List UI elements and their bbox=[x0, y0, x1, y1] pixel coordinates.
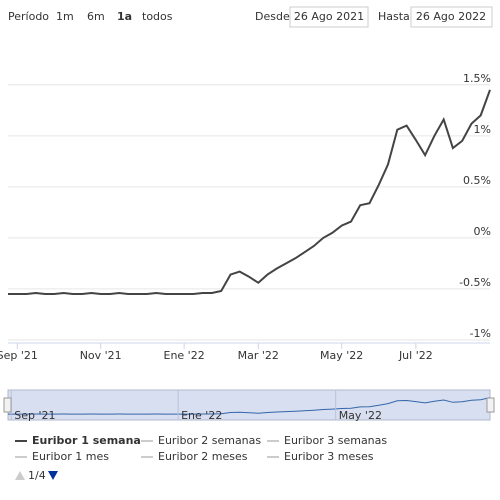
legend-up[interactable] bbox=[15, 471, 25, 480]
y-tick-label: -0.5% bbox=[459, 276, 491, 289]
x-tick-label: Sep '21 bbox=[0, 349, 38, 362]
navigator-tick-label: May '22 bbox=[339, 409, 382, 422]
legend-pager: 1/4 bbox=[28, 469, 46, 482]
range-button[interactable]: todos bbox=[142, 10, 173, 23]
to-label: Hasta bbox=[378, 10, 410, 23]
from-label: Desde bbox=[255, 10, 290, 23]
legend-item[interactable]: Euribor 2 meses bbox=[158, 450, 248, 463]
legend-item[interactable]: Euribor 3 meses bbox=[284, 450, 374, 463]
y-tick-label: -1% bbox=[470, 327, 491, 340]
x-tick-label: Jul '22 bbox=[398, 349, 433, 362]
x-tick-label: Ene '22 bbox=[164, 349, 205, 362]
series-line bbox=[8, 89, 491, 295]
x-tick-label: May '22 bbox=[320, 349, 363, 362]
navigator-bg bbox=[7, 389, 491, 421]
legend-item[interactable]: Euribor 1 semana bbox=[32, 434, 141, 447]
from-date: 26 Ago 2021 bbox=[294, 10, 364, 23]
y-tick-label: 1.5% bbox=[463, 72, 491, 85]
from-input[interactable] bbox=[289, 6, 369, 28]
range-label: Período bbox=[8, 10, 49, 23]
navigator-handle[interactable] bbox=[486, 397, 495, 413]
x-tick-label: Nov '21 bbox=[80, 349, 122, 362]
range-button[interactable]: 1m bbox=[56, 10, 74, 23]
to-date: 26 Ago 2022 bbox=[416, 10, 486, 23]
range-button[interactable]: 6m bbox=[87, 10, 105, 23]
y-tick-label: 1% bbox=[474, 123, 491, 136]
navigator-line bbox=[8, 397, 491, 415]
y-tick-label: 0.5% bbox=[463, 174, 491, 187]
to-input[interactable] bbox=[410, 6, 493, 28]
legend-item[interactable]: Euribor 1 mes bbox=[32, 450, 109, 463]
y-tick-label: 0% bbox=[474, 225, 491, 238]
legend-item[interactable]: Euribor 3 semanas bbox=[284, 434, 387, 447]
legend-down[interactable] bbox=[48, 471, 58, 480]
x-tick-label: Mar '22 bbox=[238, 349, 279, 362]
navigator-tick-label: Ene '22 bbox=[181, 409, 222, 422]
navigator-tick-label: Sep '21 bbox=[14, 409, 55, 422]
legend-item[interactable]: Euribor 2 semanas bbox=[158, 434, 261, 447]
navigator-handle[interactable] bbox=[3, 397, 12, 413]
range-button[interactable]: 1a bbox=[117, 10, 132, 23]
